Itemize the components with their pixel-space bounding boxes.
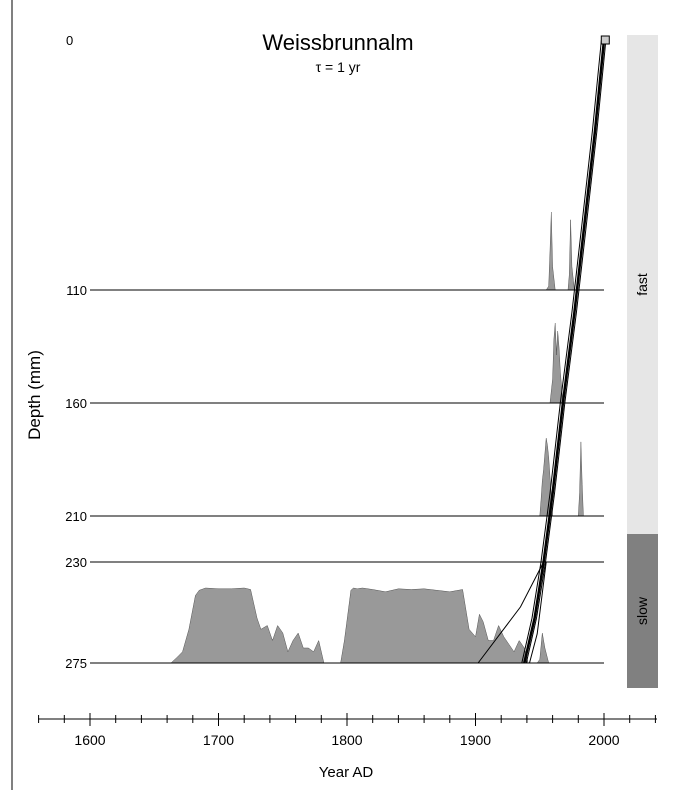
x-tick-label-1600: 1600 <box>74 732 105 748</box>
x-tick-label-1900: 1900 <box>460 732 491 748</box>
y-tick-label-110: 110 <box>66 283 87 298</box>
y-axis-label: Depth (mm) <box>25 350 44 440</box>
x-tick-label-2000: 2000 <box>588 732 619 748</box>
age-depth-line-lower <box>525 39 607 664</box>
density-area-275 <box>170 587 549 664</box>
y-tick-labels: 0 110 160 210 230 275 <box>65 33 87 671</box>
chart-title: Weissbrunnalm <box>262 30 413 55</box>
regime-band-slow <box>627 534 658 688</box>
y-tick-label-230: 230 <box>65 555 87 570</box>
age-depth-model <box>477 35 610 664</box>
regime-band-fast <box>627 35 658 534</box>
density-area-210 <box>539 437 584 517</box>
regime-label-fast: fast <box>634 273 650 296</box>
y-tick-label-160: 160 <box>65 396 87 411</box>
x-axis: 1600 1700 1800 1900 2000 <box>38 713 657 748</box>
y-tick-label-210: 210 <box>65 509 87 524</box>
age-depth-branch-0 <box>477 561 545 664</box>
x-tick-label-1700: 1700 <box>203 732 234 748</box>
density-area-160 <box>549 322 564 404</box>
regime-bands: fast slow <box>627 35 658 688</box>
age-depth-line <box>523 39 606 664</box>
age-depth-branch-1 <box>529 561 547 664</box>
age-depth-line-upper <box>521 39 602 664</box>
y-tick-label-275: 275 <box>65 656 87 671</box>
density-panels <box>90 211 604 664</box>
endpoint-marker <box>600 35 610 45</box>
x-axis-label: Year AD <box>319 764 374 781</box>
x-tick-label-1800: 1800 <box>331 732 362 748</box>
regime-label-slow: slow <box>634 596 650 625</box>
y-tick-label-0: 0 <box>66 33 73 48</box>
chart-subtitle: τ = 1 yr <box>316 59 361 75</box>
density-area-110 <box>545 211 575 291</box>
